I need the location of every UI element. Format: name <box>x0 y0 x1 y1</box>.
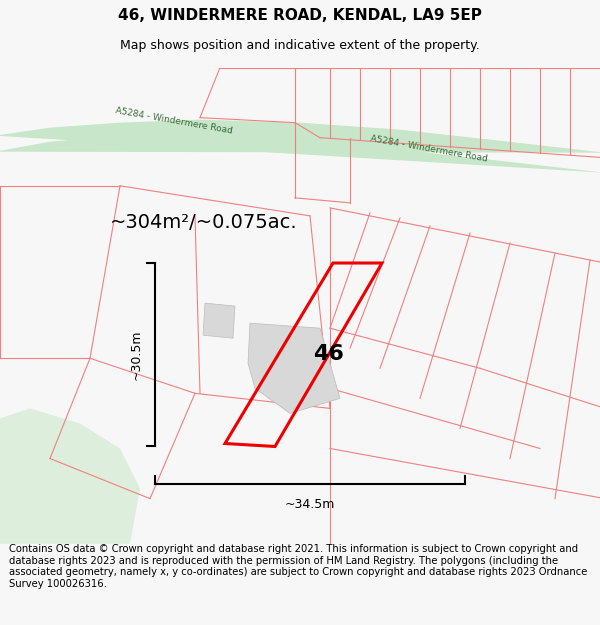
Polygon shape <box>0 408 140 544</box>
Polygon shape <box>248 323 340 413</box>
Text: 46: 46 <box>313 344 344 364</box>
Polygon shape <box>0 119 600 172</box>
Text: ~304m²/~0.075ac.: ~304m²/~0.075ac. <box>110 213 298 232</box>
Text: A5284 - Windermere Road: A5284 - Windermere Road <box>370 134 488 164</box>
Text: Contains OS data © Crown copyright and database right 2021. This information is : Contains OS data © Crown copyright and d… <box>9 544 587 589</box>
Text: ~30.5m: ~30.5m <box>130 329 143 380</box>
Text: A5284 - Windermere Road: A5284 - Windermere Road <box>115 106 233 136</box>
Text: ~34.5m: ~34.5m <box>285 498 335 511</box>
Text: Map shows position and indicative extent of the property.: Map shows position and indicative extent… <box>120 39 480 52</box>
Polygon shape <box>203 303 235 338</box>
Text: 46, WINDERMERE ROAD, KENDAL, LA9 5EP: 46, WINDERMERE ROAD, KENDAL, LA9 5EP <box>118 8 482 23</box>
